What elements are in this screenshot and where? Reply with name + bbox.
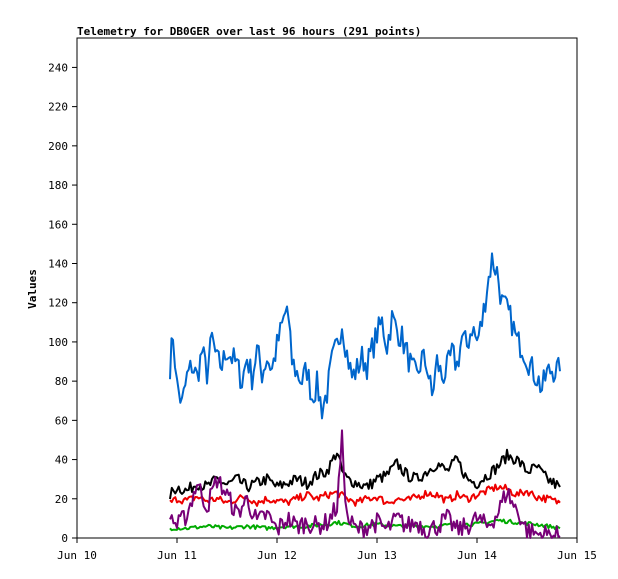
series-line [169,429,561,539]
y-tick-label: 220 [48,101,68,114]
x-tick-label: Jun 12 [257,549,297,562]
y-tick-label: 20 [55,493,68,506]
series-line [169,483,561,507]
y-tick-label: 0 [61,532,68,545]
y-tick-label: 80 [55,375,68,388]
x-tick-label: Jun 11 [157,549,197,562]
series-line [169,448,561,500]
y-tick-label: 140 [48,257,68,270]
x-tick-label: Jun 15 [557,549,597,562]
x-tick-label: Jun 13 [357,549,397,562]
series-line [169,252,561,420]
y-tick-label: 120 [48,297,68,310]
y-tick-label: 40 [55,454,68,467]
chart-title: Telemetry for DB0GER over last 96 hours … [77,25,421,38]
x-tick-label: Jun 10 [57,549,97,562]
y-tick-label: 160 [48,218,68,231]
y-axis-label: Values [26,269,39,309]
x-axis-ticks: Jun 10 Jun 11 Jun 12 Jun 13 Jun 14 Jun 15 [57,538,597,562]
y-axis-ticks: 0 20 40 60 80 100 120 140 160 180 200 220 240 [48,61,77,545]
y-tick-label: 180 [48,179,68,192]
y-tick-label: 60 [55,414,68,427]
y-tick-label: 240 [48,61,68,74]
y-tick-label: 200 [48,140,68,153]
x-tick-label: Jun 14 [457,549,497,562]
plot-frame [76,37,578,539]
y-tick-label: 100 [48,336,68,349]
series-layer [169,252,561,539]
